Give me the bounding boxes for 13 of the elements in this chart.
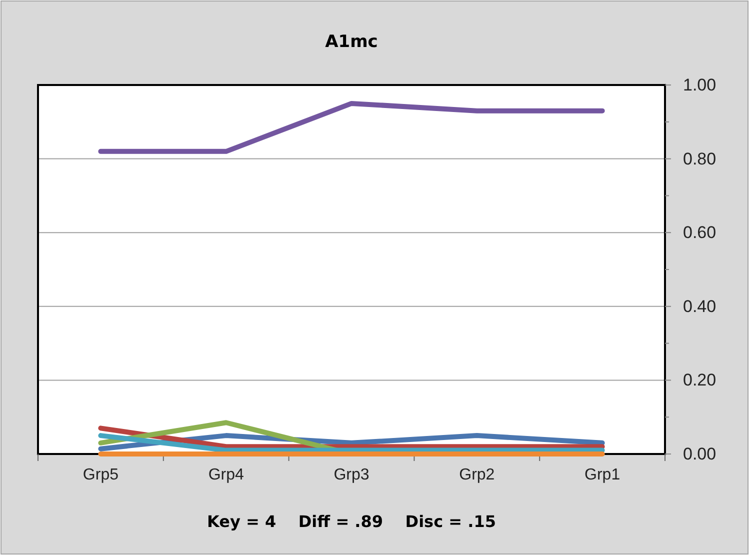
x-tick-label: Grp4 (208, 466, 244, 484)
x-tick-label: Grp5 (82, 466, 119, 484)
chart-title: A1mc (325, 32, 378, 52)
x-tick-label: Grp3 (334, 466, 370, 484)
text: Key = 4 Diff = .89 Disc = .15 (207, 512, 496, 531)
y-tick-label: 0.20 (683, 370, 716, 390)
x-tick-label: Grp2 (459, 466, 495, 484)
y-tick-label: 0.40 (683, 296, 716, 316)
y-tick-label: 0.00 (683, 444, 716, 464)
y-tick-label: 0.60 (683, 223, 716, 242)
y-tick-label: 0.80 (683, 149, 716, 168)
x-tick-label: Grp1 (584, 466, 620, 484)
y-tick-label: 1.00 (683, 75, 716, 94)
